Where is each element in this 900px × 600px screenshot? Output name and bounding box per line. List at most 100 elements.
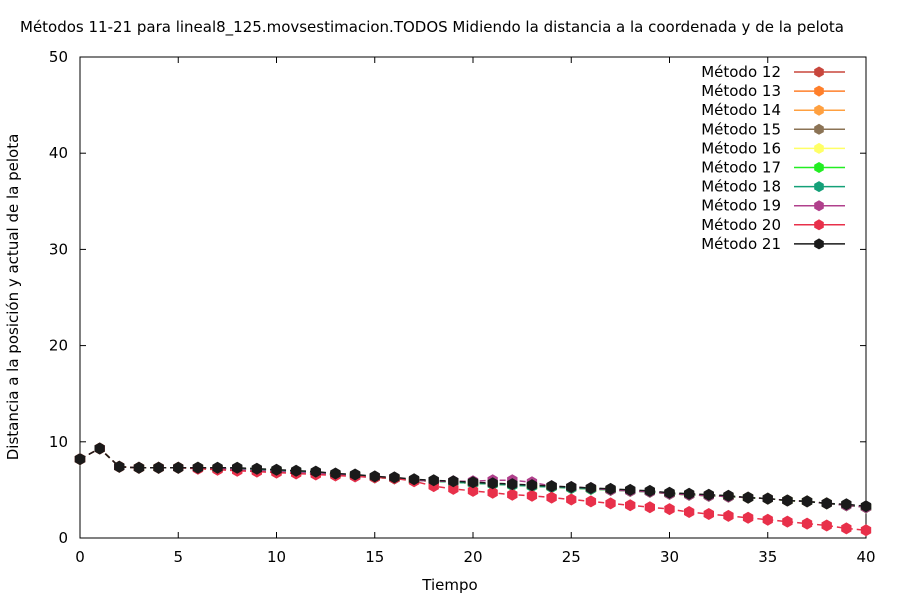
legend-marker	[814, 238, 824, 250]
x-tick-label: 20	[463, 548, 482, 566]
data-point	[782, 494, 793, 507]
data-point	[801, 517, 813, 530]
data-point	[369, 470, 380, 483]
data-point	[860, 524, 872, 537]
legend-marker	[814, 200, 824, 212]
legend-label: Método 17	[701, 159, 781, 177]
legend-marker	[814, 104, 824, 116]
data-point	[487, 477, 498, 490]
legend-marker	[814, 181, 824, 193]
data-point	[644, 484, 655, 497]
data-point	[448, 482, 459, 495]
data-point	[821, 497, 832, 510]
data-point	[232, 461, 243, 474]
data-point	[310, 465, 321, 478]
data-point	[644, 501, 655, 514]
legend-label: Método 13	[701, 82, 781, 100]
data-point	[173, 461, 184, 474]
data-point	[723, 509, 734, 522]
data-point	[192, 461, 204, 474]
data-point	[585, 495, 597, 508]
data-point	[467, 484, 479, 497]
data-point	[821, 519, 832, 532]
y-tick-label: 20	[49, 337, 68, 355]
data-point	[605, 482, 616, 495]
x-tick-label: 25	[562, 548, 581, 566]
legend-label: Método 15	[701, 120, 781, 138]
y-tick-label: 40	[49, 144, 68, 162]
x-tick-label: 40	[856, 548, 875, 566]
data-point	[271, 463, 282, 476]
legend-marker	[814, 162, 824, 173]
data-point	[251, 462, 262, 475]
data-point	[566, 481, 577, 493]
y-tick-label: 30	[49, 240, 68, 258]
data-point	[94, 442, 105, 455]
data-point	[605, 497, 616, 510]
data-point	[448, 475, 459, 488]
data-point	[546, 491, 557, 504]
data-point	[664, 503, 675, 516]
data-point	[212, 461, 223, 474]
data-point	[507, 488, 518, 501]
data-point	[546, 480, 557, 493]
data-point	[133, 461, 145, 474]
data-point	[762, 492, 773, 505]
data-point	[487, 486, 498, 499]
legend-label: Método 20	[701, 216, 781, 234]
x-tick-label: 0	[75, 548, 85, 566]
data-point	[703, 488, 714, 501]
legend-label: Método 12	[701, 63, 781, 81]
data-point	[664, 486, 675, 499]
series-9	[74, 442, 872, 537]
data-point	[782, 515, 793, 528]
data-point	[585, 482, 597, 494]
x-tick-label: 5	[173, 548, 183, 566]
legend-marker	[814, 142, 824, 154]
data-point	[291, 464, 302, 477]
data-point	[389, 471, 400, 484]
data-point	[625, 483, 636, 496]
data-point	[841, 498, 852, 511]
legend-label: Método 16	[701, 139, 781, 157]
data-point	[114, 460, 125, 473]
data-point	[762, 513, 773, 526]
data-point	[801, 495, 813, 508]
chart-title: Métodos 11-21 para lineal8_125.movsestim…	[20, 18, 845, 36]
data-point	[74, 453, 86, 466]
legend-marker	[814, 85, 824, 97]
legend-label: Método 14	[701, 101, 781, 119]
x-axis-label: Tiempo	[422, 576, 478, 594]
data-point	[625, 499, 636, 512]
data-point	[507, 478, 518, 491]
axis-ticks: 0 5 10 15 20 25 30 35 40 0 10 20 30 40 50	[49, 48, 876, 566]
data-point	[526, 489, 538, 502]
x-tick-label: 15	[365, 548, 384, 566]
data-point	[742, 511, 754, 524]
data-point	[428, 474, 439, 487]
data-point	[330, 467, 341, 480]
x-tick-label: 35	[758, 548, 777, 566]
x-tick-label: 10	[267, 548, 286, 566]
data-point	[467, 476, 479, 489]
data-point	[566, 493, 577, 506]
y-tick-label: 0	[58, 529, 68, 547]
data-point	[153, 461, 164, 474]
data-point	[723, 489, 734, 502]
legend-label: Método 21	[701, 235, 781, 253]
legend-marker	[814, 66, 824, 78]
legend-marker	[814, 219, 824, 231]
series-10	[74, 442, 872, 513]
legend-marker	[814, 123, 824, 135]
series-group	[74, 442, 872, 537]
y-axis-label: Distancia a la posición y actual de la p…	[4, 133, 22, 461]
data-point	[526, 479, 538, 492]
data-point	[349, 468, 361, 481]
data-point	[841, 522, 852, 535]
data-point	[408, 473, 420, 486]
data-point	[860, 500, 872, 513]
legend-label: Método 19	[701, 197, 781, 215]
y-tick-label: 10	[49, 433, 68, 451]
